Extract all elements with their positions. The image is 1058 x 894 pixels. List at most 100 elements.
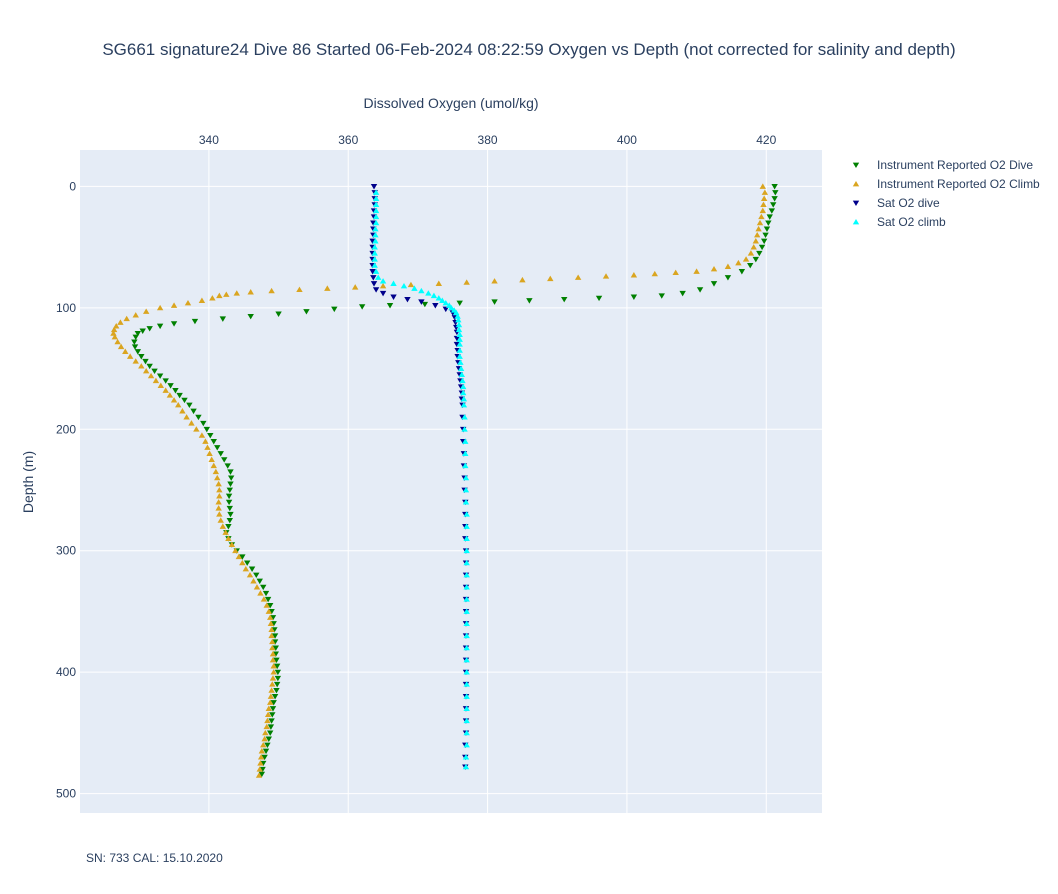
data-point <box>760 195 768 201</box>
data-point <box>170 321 178 327</box>
data-point <box>651 270 658 277</box>
data-point <box>463 596 470 602</box>
data-point <box>491 278 498 284</box>
data-point <box>268 626 275 633</box>
data-point <box>758 213 765 220</box>
data-point <box>122 348 129 354</box>
data-point <box>260 760 267 767</box>
data-point <box>264 596 272 603</box>
data-point <box>203 426 211 433</box>
data-point <box>226 517 233 524</box>
data-point <box>724 263 732 269</box>
legend-label: Instrument Reported O2 Dive <box>877 158 1033 172</box>
data-point <box>372 238 379 244</box>
data-point <box>758 244 766 251</box>
data-point <box>331 306 338 313</box>
data-point <box>269 644 276 651</box>
data-point <box>374 274 382 280</box>
y-tick-label: 0 <box>69 179 76 193</box>
legend-item[interactable]: Sat O2 dive <box>852 196 940 210</box>
y-gridlines <box>80 185 822 795</box>
data-point <box>269 656 277 663</box>
data-point <box>762 232 769 239</box>
data-point <box>175 401 182 408</box>
data-point <box>223 291 230 297</box>
data-point <box>268 718 275 724</box>
data-point <box>270 669 277 675</box>
data-point <box>134 330 142 337</box>
data-point <box>110 326 118 333</box>
data-point <box>765 220 772 226</box>
data-point <box>247 313 254 320</box>
data-point <box>138 363 145 369</box>
series-3 <box>371 189 470 770</box>
data-point <box>235 553 243 560</box>
data-point <box>250 578 257 584</box>
data-point <box>179 408 186 414</box>
data-point <box>131 339 138 345</box>
data-point <box>459 377 466 384</box>
data-point <box>272 651 279 657</box>
data-point <box>273 657 280 664</box>
data-point <box>453 341 461 348</box>
data-point <box>430 292 438 299</box>
data-point <box>265 705 273 711</box>
data-point <box>202 438 209 444</box>
legend-item[interactable]: Instrument Reported O2 Dive <box>852 158 1034 172</box>
data-point <box>268 287 275 294</box>
data-point <box>271 639 279 645</box>
data-point <box>263 602 270 608</box>
data-point <box>463 681 470 687</box>
x-gridlines <box>208 150 767 813</box>
data-point <box>176 392 183 399</box>
data-point <box>747 262 754 269</box>
data-point <box>172 388 179 394</box>
data-point <box>225 499 233 506</box>
data-point <box>371 256 378 262</box>
data-point <box>258 748 266 754</box>
legend-item[interactable]: Sat O2 climb <box>852 215 946 229</box>
data-point <box>216 292 223 299</box>
data-point <box>269 615 277 621</box>
data-point <box>215 480 222 487</box>
data-point <box>221 457 228 463</box>
data-point <box>184 299 192 306</box>
data-point <box>275 311 282 317</box>
data-point <box>561 296 568 303</box>
data-point <box>228 541 236 548</box>
data-point <box>370 220 377 226</box>
data-point <box>735 259 742 266</box>
data-point <box>425 290 432 296</box>
data-point <box>519 276 526 283</box>
data-point <box>142 358 149 365</box>
data-point <box>463 632 470 639</box>
data-point <box>463 511 470 517</box>
data-point <box>771 184 778 190</box>
data-point <box>114 338 121 345</box>
data-point <box>460 395 468 402</box>
legend-item[interactable]: Instrument Reported O2 Climb <box>852 177 1040 191</box>
data-point <box>166 392 174 398</box>
legend[interactable]: Instrument Reported O2 Dive Instrument Re… <box>852 158 1040 229</box>
data-point <box>244 560 251 566</box>
data-point <box>142 367 150 374</box>
data-point <box>696 287 704 293</box>
data-point <box>759 207 766 214</box>
data-point <box>463 620 470 626</box>
data-point <box>248 566 256 572</box>
data-point <box>167 383 174 389</box>
data-point <box>267 620 275 626</box>
data-point <box>270 621 277 627</box>
data-point <box>269 681 276 687</box>
data-point <box>152 377 160 384</box>
data-point <box>113 323 120 329</box>
data-point <box>462 499 470 505</box>
data-point <box>208 456 215 463</box>
data-point <box>204 444 211 450</box>
data-point <box>456 341 463 347</box>
data-point <box>463 559 470 566</box>
data-point <box>267 614 274 620</box>
data-point <box>768 208 776 214</box>
data-point <box>462 486 470 493</box>
data-point <box>156 323 164 330</box>
